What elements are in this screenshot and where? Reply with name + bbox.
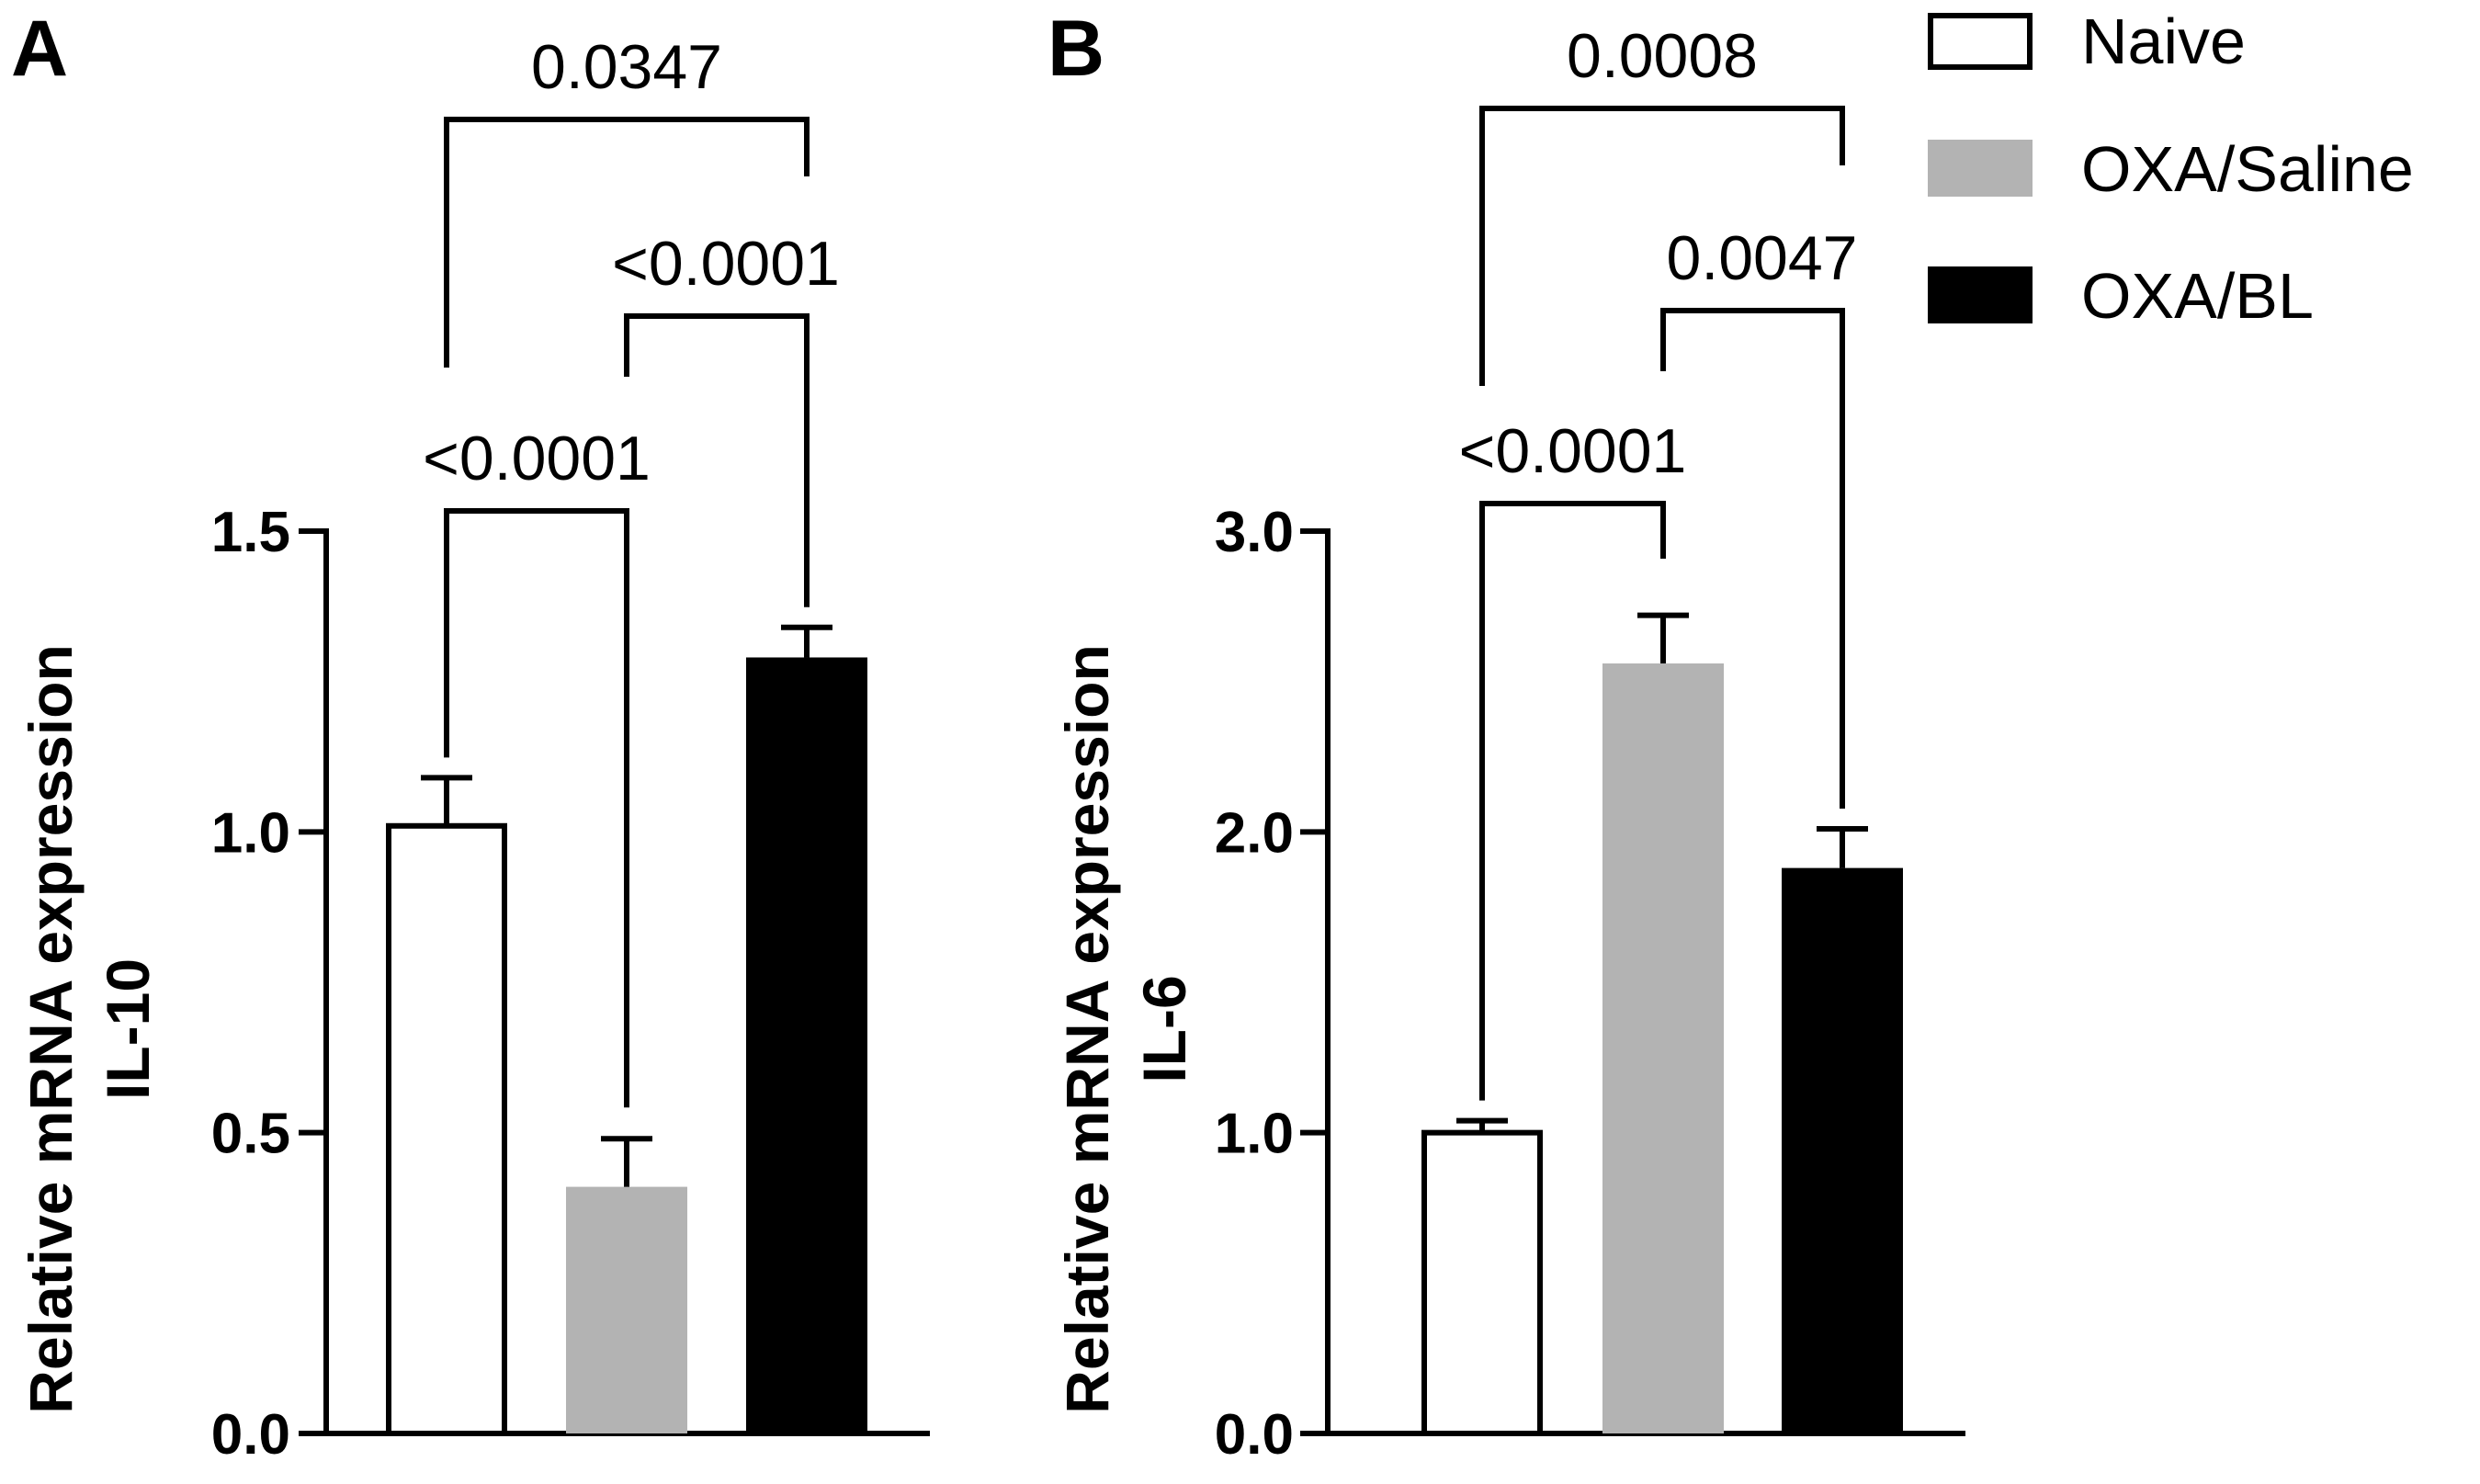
legend-swatch-oxa-saline <box>1928 140 2033 197</box>
panel-a-y-tick-label: 1.0 <box>211 801 290 865</box>
panel-a-letter: A <box>11 5 68 93</box>
legend-label-oxa-saline: OXA/Saline <box>2081 133 2414 205</box>
legend-label-naive: Naive <box>2081 6 2246 77</box>
panel-b-y-tick-label: 0.0 <box>1215 1403 1294 1467</box>
panel-b-letter: B <box>1047 5 1104 93</box>
panel-a-p-value-2: 0.0347 <box>531 32 722 102</box>
legend-swatch-oxa-bl <box>1928 266 2033 323</box>
panel-a-y-tick-label: 0.5 <box>211 1103 290 1166</box>
panel-a-comparison-bracket-2 <box>444 117 810 368</box>
panel-b-p-value-0: <0.0001 <box>1459 416 1687 486</box>
panel-b-comparison-bracket-2 <box>1479 106 1845 386</box>
panel-a: A Relative mRNA expression IL-10 0.0 0.5 1… <box>11 5 930 1467</box>
panel-a-ylabel-line2: IL-10 <box>94 958 162 1100</box>
panel-b-bar-1 <box>1602 663 1724 1433</box>
panel-a-bar-2 <box>746 657 867 1433</box>
panel-b-p-value-2: 0.0008 <box>1567 21 1758 91</box>
panel-a-bar-0 <box>386 822 507 1436</box>
legend-label-oxa-bl: OXA/BL <box>2081 260 2314 332</box>
panel-b-y-tick-label: 3.0 <box>1215 501 1294 564</box>
panel-a-ylabel-line1: Relative mRNA expression <box>17 644 85 1414</box>
panel-b-p-value-1: 0.0047 <box>1667 223 1858 293</box>
legend: Naive OXA/Saline OXA/BL <box>1928 6 2414 332</box>
panel-b-bar-2 <box>1782 867 1903 1433</box>
panel-a-plot: 0.0 0.5 1.0 1.5 <0.0001 <0.0001 0.0347 <box>211 32 930 1467</box>
panel-b-plot: 0.0 1.0 2.0 3.0 <0.0001 0.0047 0.0008 <box>1215 21 1965 1467</box>
panel-b-bar-0 <box>1421 1129 1543 1436</box>
panel-b-comparison-bracket-1 <box>1660 308 1845 810</box>
panel-a-y-tick-label: 1.5 <box>211 501 290 564</box>
panel-b-comparison-bracket-0 <box>1479 501 1666 1101</box>
panel-b-y-tick-label: 2.0 <box>1215 801 1294 865</box>
panel-b-ylabel-line1: Relative mRNA expression <box>1053 644 1121 1414</box>
panel-a-p-value-1: <0.0001 <box>612 229 840 299</box>
legend-swatch-naive <box>1928 13 2033 70</box>
panel-a-p-value-0: <0.0001 <box>423 424 651 493</box>
panel-b: B Relative mRNA expression IL-6 0.0 1.0 2.… <box>1047 5 1965 1467</box>
panel-a-comparison-bracket-0 <box>444 508 629 1108</box>
panel-a-y-tick-label: 0.0 <box>211 1403 290 1467</box>
panel-b-y-tick-label: 1.0 <box>1215 1103 1294 1166</box>
panel-a-bar-1 <box>566 1186 687 1433</box>
panel-a-comparison-bracket-1 <box>624 313 810 607</box>
panel-b-ylabel-line2: IL-6 <box>1130 975 1198 1082</box>
